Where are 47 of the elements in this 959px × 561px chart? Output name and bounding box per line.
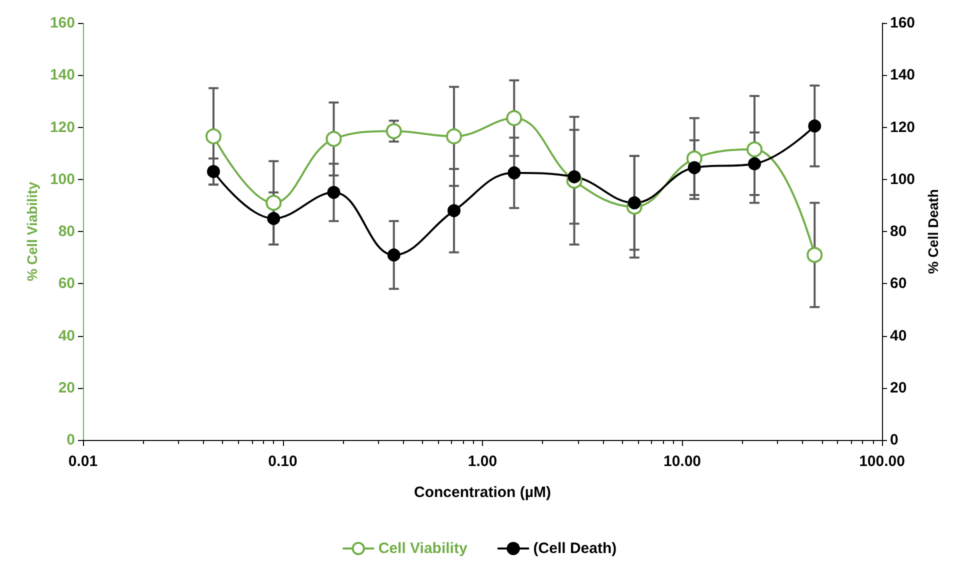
x-tick-label: 0.01	[68, 453, 98, 470]
point	[508, 166, 521, 180]
point	[628, 196, 641, 210]
point	[746, 141, 763, 158]
point	[386, 123, 402, 140]
point	[326, 130, 342, 147]
y-tick-label: 80	[58, 223, 75, 240]
point	[806, 246, 823, 263]
x-tick-label: 100.00	[859, 453, 905, 470]
y-tick-label: 120	[50, 118, 75, 136]
y2-tick-label: 100	[890, 170, 916, 188]
point	[387, 248, 400, 262]
point	[748, 157, 762, 170]
y-tick-label: 40	[58, 327, 75, 344]
y2-tick-label: 160	[890, 14, 916, 32]
point	[808, 119, 822, 132]
point	[267, 212, 280, 225]
y2-tick-label: 140	[890, 66, 916, 84]
point	[205, 128, 222, 144]
y-axis-title: % Cell Viability	[24, 182, 40, 282]
y2-tick-label: 0	[890, 432, 898, 448]
point	[206, 165, 220, 178]
legend-label: Cell Viability	[378, 540, 468, 557]
legend-label: (Cell Death)	[533, 540, 617, 557]
y2-tick-label: 120	[890, 118, 916, 136]
y2-tick-label: 80	[890, 223, 907, 240]
y2-tick-label: 40	[890, 327, 907, 344]
point	[568, 170, 581, 184]
y2-tick-label: 60	[890, 275, 907, 292]
x-tick-label: 0.10	[268, 453, 298, 470]
y-tick-label: 60	[58, 275, 75, 292]
y-tick-label: 20	[58, 379, 75, 396]
y-tick-label: 100	[50, 170, 75, 188]
y-tick-label: 140	[50, 66, 75, 84]
point	[688, 161, 701, 174]
point	[266, 194, 282, 211]
point	[327, 186, 340, 199]
y2-axis-title: % Cell Death	[924, 189, 941, 274]
point	[446, 128, 462, 144]
x-tick-label: 10.00	[663, 453, 702, 470]
x-axis-title: Concentration (µM)	[414, 484, 551, 501]
point	[506, 110, 522, 126]
y-tick-label: 160	[50, 14, 75, 32]
y-tick-label: 0	[66, 432, 75, 448]
x-tick-label: 1.00	[468, 453, 498, 470]
point	[448, 204, 460, 218]
y2-tick-label: 20	[890, 379, 907, 396]
